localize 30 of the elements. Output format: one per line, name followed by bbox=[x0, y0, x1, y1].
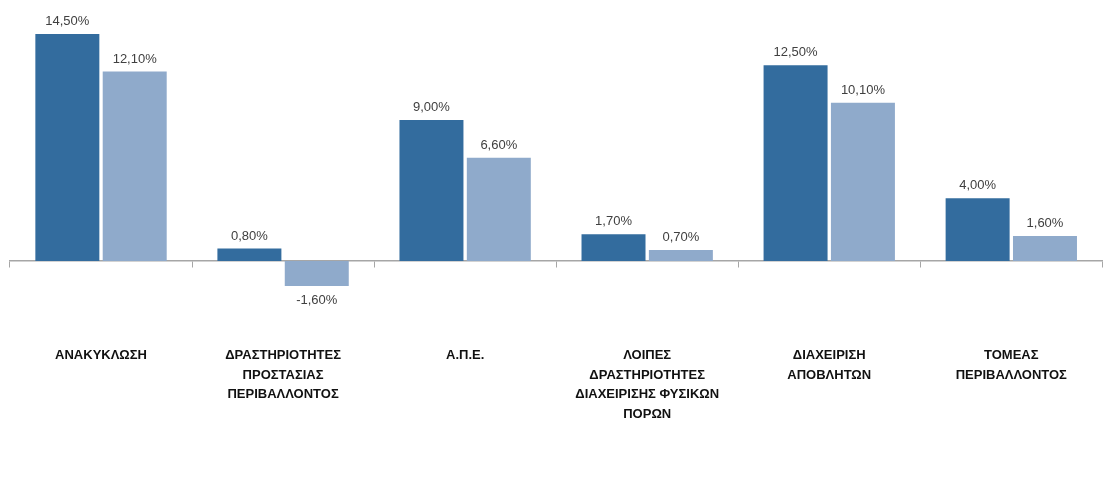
bar bbox=[763, 65, 828, 261]
bar bbox=[399, 120, 464, 261]
data-label: 9,00% bbox=[413, 99, 451, 115]
bar bbox=[284, 260, 349, 286]
data-label: 14,50% bbox=[45, 13, 90, 29]
data-label: 10,10% bbox=[840, 81, 886, 97]
data-label: 4,00% bbox=[959, 177, 997, 193]
bar bbox=[217, 248, 282, 261]
bar bbox=[466, 157, 531, 261]
data-label: -1,60% bbox=[296, 292, 338, 308]
x-tick-label: ΛΟΙΠΕΣ ΔΡΑΣΤΗΡΙΟΤΗΤΕΣ ΔΙΑΧΕΙΡΙΣΗΣ ΦΥΣΙΚΩΝ ΠΟΡΩΝ bbox=[575, 347, 720, 421]
data-label: 1,70% bbox=[595, 213, 633, 229]
bar bbox=[581, 234, 646, 261]
data-label: 0,70% bbox=[662, 229, 700, 245]
x-tick-label: ΔΙΑΧΕΙΡΙΣΗ ΑΠΟΒΛΗΤΩΝ bbox=[787, 347, 872, 382]
x-tick-label: ΤΟΜΕΑΣ ΠΕΡΙΒΑΛΛΟΝΤΟΣ bbox=[955, 347, 1068, 382]
x-tick-label: ΔΡΑΣΤΗΡΙΟΤΗΤΕΣ ΠΡΟΣΤΑΣΙΑΣ ΠΕΡΙΒΑΛΛΟΝΤΟΣ bbox=[225, 347, 342, 402]
bar bbox=[945, 198, 1010, 261]
x-tick-label: Α.Π.Ε. bbox=[445, 347, 485, 363]
data-label: 12,10% bbox=[112, 50, 158, 66]
bar bbox=[35, 34, 100, 261]
data-label: 1,60% bbox=[1026, 214, 1064, 230]
bar bbox=[102, 71, 167, 261]
bar bbox=[830, 102, 895, 261]
data-label: 0,80% bbox=[230, 227, 269, 243]
data-label: 6,60% bbox=[480, 136, 518, 152]
x-tick-label: ΑΝΑΚΥΚΛΩΣΗ bbox=[55, 347, 147, 363]
bar bbox=[1012, 235, 1077, 261]
bar bbox=[648, 250, 713, 261]
data-label: 12,50% bbox=[773, 44, 819, 60]
